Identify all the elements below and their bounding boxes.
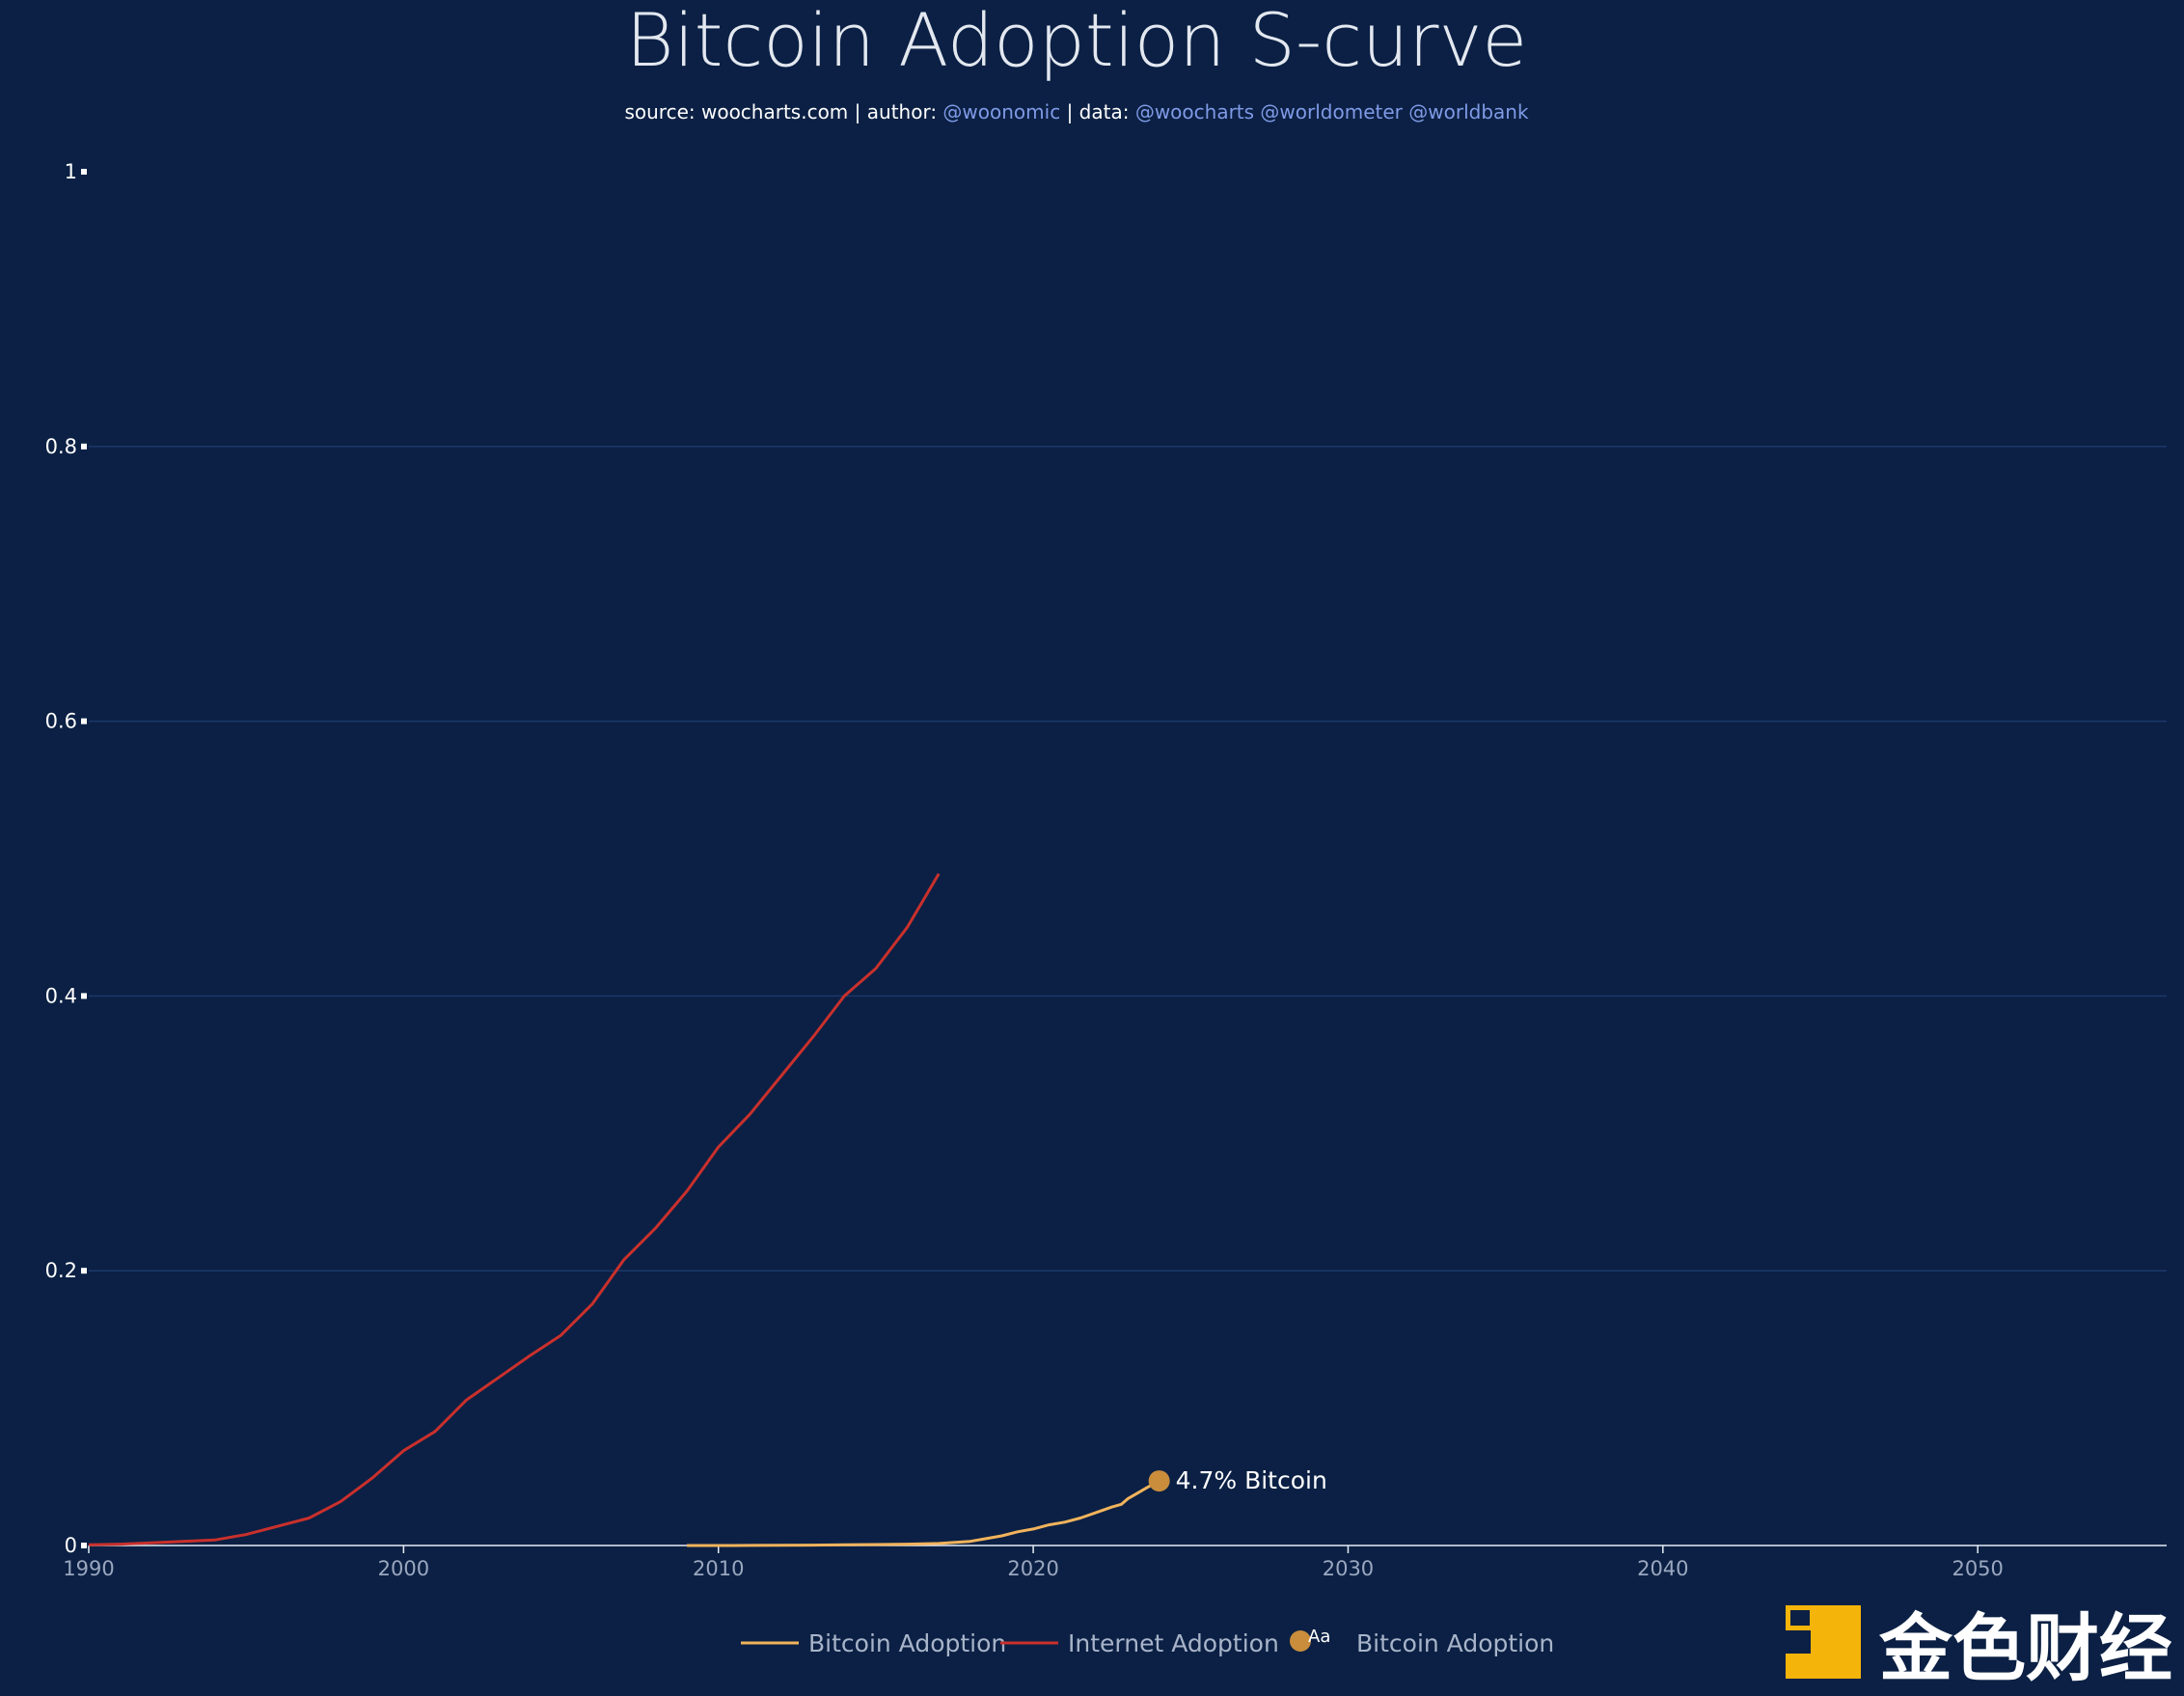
bitcoin-annotation-label: 4.7% Bitcoin bbox=[1176, 1466, 1327, 1494]
legend-label: Bitcoin Adoption bbox=[1356, 1629, 1554, 1657]
plot-series bbox=[88, 872, 1160, 1547]
watermark-logo-bar bbox=[1836, 1605, 1861, 1679]
subtitle-separator: | bbox=[855, 100, 861, 123]
x-tick-label: 2040 bbox=[1637, 1557, 1688, 1580]
internet-adoption-line[interactable] bbox=[88, 872, 941, 1546]
x-tick-label: 1990 bbox=[63, 1557, 114, 1580]
legend-label: Internet Adoption bbox=[1068, 1629, 1279, 1657]
annotation-group: 4.7% Bitcoin bbox=[1148, 1466, 1327, 1494]
y-tick-mark bbox=[81, 718, 87, 725]
chart-title: Bitcoin Adoption S-curve bbox=[626, 0, 1527, 83]
y-tick-label: 0.2 bbox=[45, 1259, 77, 1282]
legend-item[interactable]: Bitcoin Adoption bbox=[741, 1629, 1006, 1657]
y-tick-mark bbox=[81, 993, 87, 999]
y-axis: 0 0.2 0.4 0.6 0.8 1 bbox=[45, 160, 2167, 1557]
subtitle-data-label: data: bbox=[1079, 100, 1130, 123]
subtitle-author-link[interactable]: @woonomic bbox=[942, 100, 1060, 123]
subtitle-source-label: source: bbox=[624, 100, 695, 123]
watermark-logo-cutout bbox=[1790, 1610, 1810, 1626]
watermark-text: 金色财经 bbox=[1878, 1605, 2172, 1691]
watermark: 金色财经 bbox=[1786, 1605, 2172, 1691]
chart-subtitle: source: woocharts.com | author: @woonomi… bbox=[624, 100, 1528, 123]
x-tick-label: 2030 bbox=[1323, 1557, 1374, 1580]
y-tick-label: 0 bbox=[65, 1534, 77, 1557]
y-tick-label: 0.8 bbox=[45, 435, 77, 458]
y-tick-label: 1 bbox=[65, 160, 77, 183]
y-tick-label: 0.4 bbox=[45, 984, 77, 1007]
legend-swatch-text: Aa bbox=[1308, 1627, 1330, 1647]
legend-item[interactable]: Internet Adoption bbox=[1000, 1629, 1279, 1657]
watermark-logo-bar bbox=[1786, 1654, 1836, 1679]
legend-item[interactable]: Aa Bitcoin Adoption bbox=[1290, 1627, 1554, 1657]
x-axis: 1990 2000 2010 2020 2030 2040 2050 bbox=[63, 1546, 2004, 1580]
x-tick-label: 2020 bbox=[1007, 1557, 1058, 1580]
gridlines bbox=[89, 446, 2167, 1272]
y-tick-mark bbox=[81, 169, 87, 175]
subtitle-source[interactable]: woocharts.com bbox=[701, 100, 848, 123]
y-tick-mark bbox=[81, 1268, 87, 1274]
y-tick-mark bbox=[81, 443, 87, 450]
legend: Bitcoin Adoption Internet Adoption Aa Bitco… bbox=[741, 1627, 1554, 1657]
y-tick-label: 0.6 bbox=[45, 710, 77, 733]
watermark-logo-bar bbox=[1811, 1630, 1836, 1654]
subtitle-separator: | bbox=[1067, 100, 1074, 123]
legend-label: Bitcoin Adoption bbox=[808, 1629, 1006, 1657]
subtitle-author-label: author: bbox=[867, 100, 937, 123]
bitcoin-adoption-line[interactable] bbox=[687, 1479, 1160, 1547]
x-tick-label: 2050 bbox=[1952, 1557, 2003, 1580]
legend-swatch-marker bbox=[1290, 1630, 1311, 1652]
x-tick-label: 2000 bbox=[378, 1557, 429, 1580]
bitcoin-latest-marker[interactable] bbox=[1148, 1470, 1170, 1492]
x-tick-label: 2010 bbox=[693, 1557, 744, 1580]
y-tick-mark bbox=[81, 1543, 87, 1548]
subtitle-data-links[interactable]: @woocharts @worldometer @worldbank bbox=[1135, 100, 1529, 123]
